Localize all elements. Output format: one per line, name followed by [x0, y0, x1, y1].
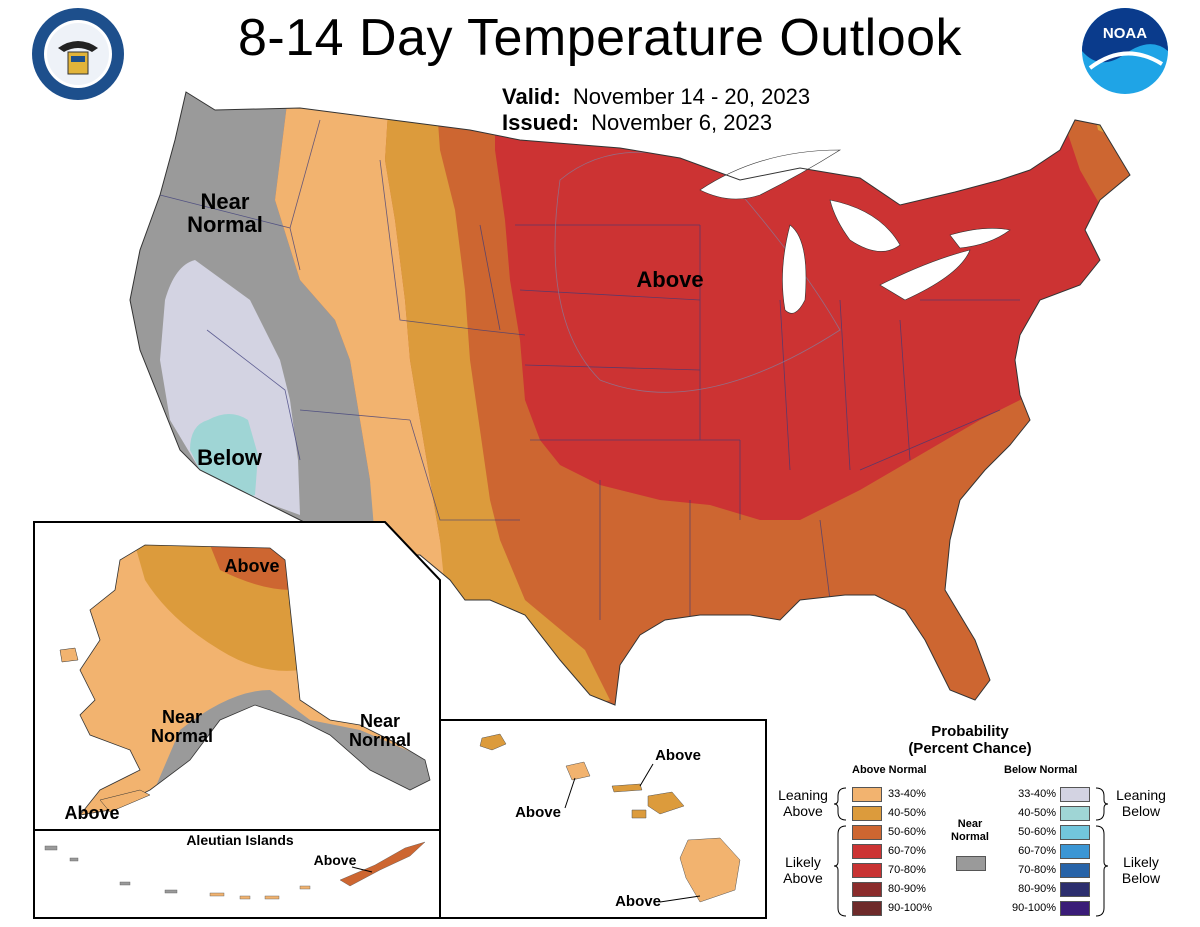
legend-above-swatch	[852, 863, 882, 878]
noaa-logo-text: NOAA	[1103, 25, 1147, 42]
legend-above-range: 50-60%	[888, 826, 926, 838]
legend-leaning-above: Leaning Above	[778, 787, 828, 820]
issued-line: Issued: November 6, 2023	[502, 110, 772, 136]
legend-near-normal-label: Near Normal	[951, 818, 989, 844]
label-alaska-near-normal-se: Near Normal	[348, 711, 411, 750]
legend-above-swatch	[852, 787, 882, 802]
label-hawaii-above-3: Above	[615, 893, 661, 910]
legend-likely-above: Likely Above	[783, 854, 823, 887]
legend-below-range: 50-60%	[1018, 826, 1056, 838]
legend-below-range: 70-80%	[1018, 864, 1056, 876]
label-conus-below: Below	[197, 445, 262, 470]
label-hawaii-above-1: Above	[515, 804, 561, 821]
legend-likely-below: Likely Below	[1121, 854, 1161, 887]
legend-below-swatch	[1060, 901, 1090, 916]
legend-title: Probability (Percent Chance)	[908, 723, 1032, 758]
label-aleutian-title: Aleutian Islands	[186, 832, 294, 848]
legend-below-swatch	[1060, 825, 1090, 840]
issued-value: November 6, 2023	[591, 110, 773, 135]
label-alaska-near-normal-sw: Near Normal	[150, 707, 213, 746]
legend-below-swatch	[1060, 806, 1090, 821]
legend-above-range: 40-50%	[888, 807, 926, 819]
legend-above-range: 33-40%	[888, 788, 926, 800]
label-aleutian-above: Above	[313, 852, 357, 868]
commerce-seal-logo	[32, 8, 124, 100]
legend-above-range: 70-80%	[888, 864, 926, 876]
valid-value: November 14 - 20, 2023	[572, 84, 811, 109]
legend-below-range: 60-70%	[1018, 845, 1056, 857]
legend-below-swatch	[1060, 844, 1090, 859]
legend-below-range: 40-50%	[1018, 807, 1056, 819]
noaa-logo: NOAA	[1082, 8, 1168, 94]
legend-above-range: 80-90%	[888, 883, 926, 895]
legend-below-swatch	[1060, 787, 1090, 802]
label-alaska-above-north: Above	[224, 556, 280, 576]
legend-above-swatch	[852, 806, 882, 821]
legend-above-swatch	[852, 844, 882, 859]
legend-below-swatch	[1060, 882, 1090, 897]
legend-below-header: Below Normal	[1004, 764, 1078, 776]
label-alaska-above-sw: Above	[64, 803, 120, 823]
legend-below-range: 90-100%	[1011, 902, 1056, 914]
legend-above-header: Above Normal	[852, 764, 927, 776]
legend-below-range: 33-40%	[1018, 788, 1056, 800]
legend-above-swatch	[852, 825, 882, 840]
label-conus-above: Above	[636, 267, 704, 292]
legend-below-swatch	[1060, 863, 1090, 878]
legend-above-range: 90-100%	[888, 902, 933, 914]
legend-above-range: 60-70%	[888, 845, 926, 857]
legend-below-range: 80-90%	[1018, 883, 1056, 895]
issued-label: Issued:	[502, 110, 580, 135]
valid-line: Valid: November 14 - 20, 2023	[502, 84, 810, 110]
legend-above-swatch	[852, 901, 882, 916]
label-conus-near-normal: Near Normal	[187, 189, 263, 238]
label-hawaii-above-2: Above	[655, 747, 701, 764]
valid-label: Valid:	[502, 84, 561, 109]
legend-leaning-below: Leaning Below	[1116, 787, 1166, 820]
legend-near-normal-swatch	[956, 856, 986, 871]
page-title: 8-14 Day Temperature Outlook	[237, 9, 963, 67]
legend-above-swatch	[852, 882, 882, 897]
